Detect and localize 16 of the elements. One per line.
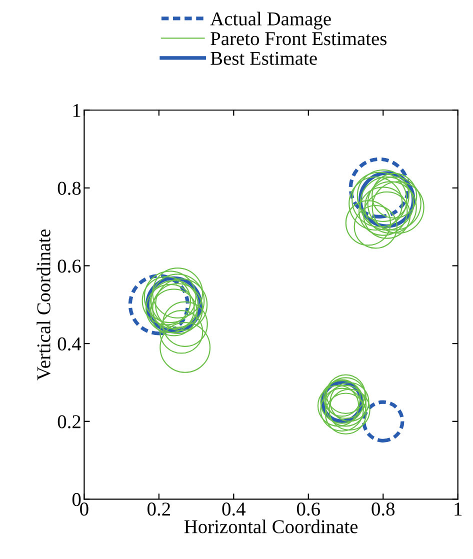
y-tick-label: 0.4 (58, 337, 82, 351)
legend-label: Best Estimate (210, 52, 317, 65)
y-tick-label: 0.2 (58, 415, 80, 428)
y-tick-label: 0 (72, 493, 81, 506)
x-tick-label: 0.6 (296, 502, 320, 516)
y-tick-label: 0.8 (58, 182, 81, 195)
x-tick-label: 1 (454, 502, 462, 516)
x-tick-label: 0.8 (372, 502, 395, 516)
legend-label: Actual Damage (210, 12, 331, 30)
y-tick-label: 1 (73, 104, 80, 117)
x-axis-title: Horizontal Coordinate (184, 520, 358, 534)
x-tick-label: 0.4 (222, 502, 246, 516)
legend-label: Pareto Front Estimates (210, 32, 387, 46)
y-tick-label: 0.6 (58, 260, 81, 273)
x-tick-label: 0.2 (148, 502, 170, 516)
y-axis-title: Vertical Coordinate (36, 229, 50, 380)
